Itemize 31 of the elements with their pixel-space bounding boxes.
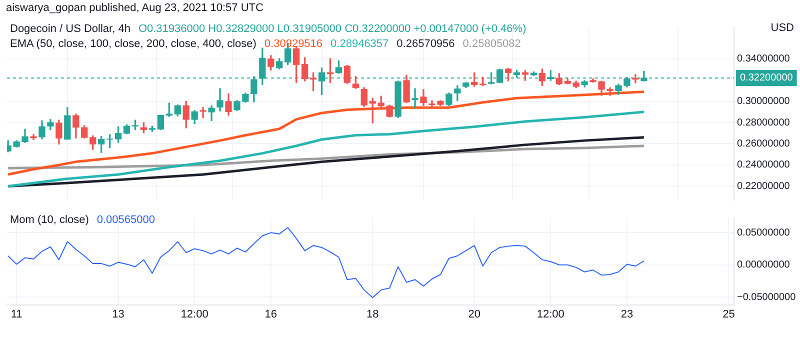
annotation: EMA (50, close, 100, close, 200, close, 400, close) <box>10 38 256 50</box>
y-tick-label: −0.05000000 <box>737 292 796 303</box>
text: 0.25805082 <box>462 38 521 50</box>
y-tick-label: 0.24000000 <box>737 160 790 171</box>
candlestick <box>148 126 156 132</box>
y-tick-label: 0.30000000 <box>737 96 790 108</box>
x-tick-label: 16 <box>264 308 278 321</box>
y-tick-label: 0.00000000 <box>737 260 790 271</box>
y-tick-label: 0.26000000 <box>737 138 790 150</box>
text: 0.26570956 <box>396 38 455 50</box>
text: 0.30929516 <box>264 38 323 50</box>
y-tick-label: 0.28000000 <box>737 117 790 128</box>
x-tick-label: 18 <box>366 308 379 321</box>
x-tick-label: 25 <box>722 308 735 321</box>
text: 0.00565000 <box>96 214 155 226</box>
y-tick-label: 0.34000000 <box>737 54 790 65</box>
y-tick-label: 0.05000000 <box>737 227 790 238</box>
chart-title: aiswarya_gopan published, Aug 23, 2021 10:57 UTC <box>6 2 264 14</box>
annotation: Mom (10, close) <box>10 214 89 226</box>
x-tick-label: 11 <box>10 308 22 321</box>
annotation: Dogecoin / US Dollar, 4h <box>10 23 130 35</box>
x-tick-label: 20 <box>468 308 480 321</box>
x-tick-label: 12:00 <box>180 308 208 321</box>
x-tick-label: 12:00 <box>536 308 564 321</box>
x-tick-label: 13 <box>112 308 124 321</box>
text: 0.28946357 <box>330 38 389 50</box>
x-tick-label: 23 <box>620 308 634 321</box>
annotation: O0.31936000 H0.32829000 L0.31905000 C0.32200000 +0.00147000 (+0.46%) <box>138 23 526 35</box>
ref-line-label: 0.32200000 <box>740 72 794 84</box>
y-tick-label: 0.22000000 <box>737 180 790 192</box>
y-axis-title: USD <box>770 22 794 34</box>
